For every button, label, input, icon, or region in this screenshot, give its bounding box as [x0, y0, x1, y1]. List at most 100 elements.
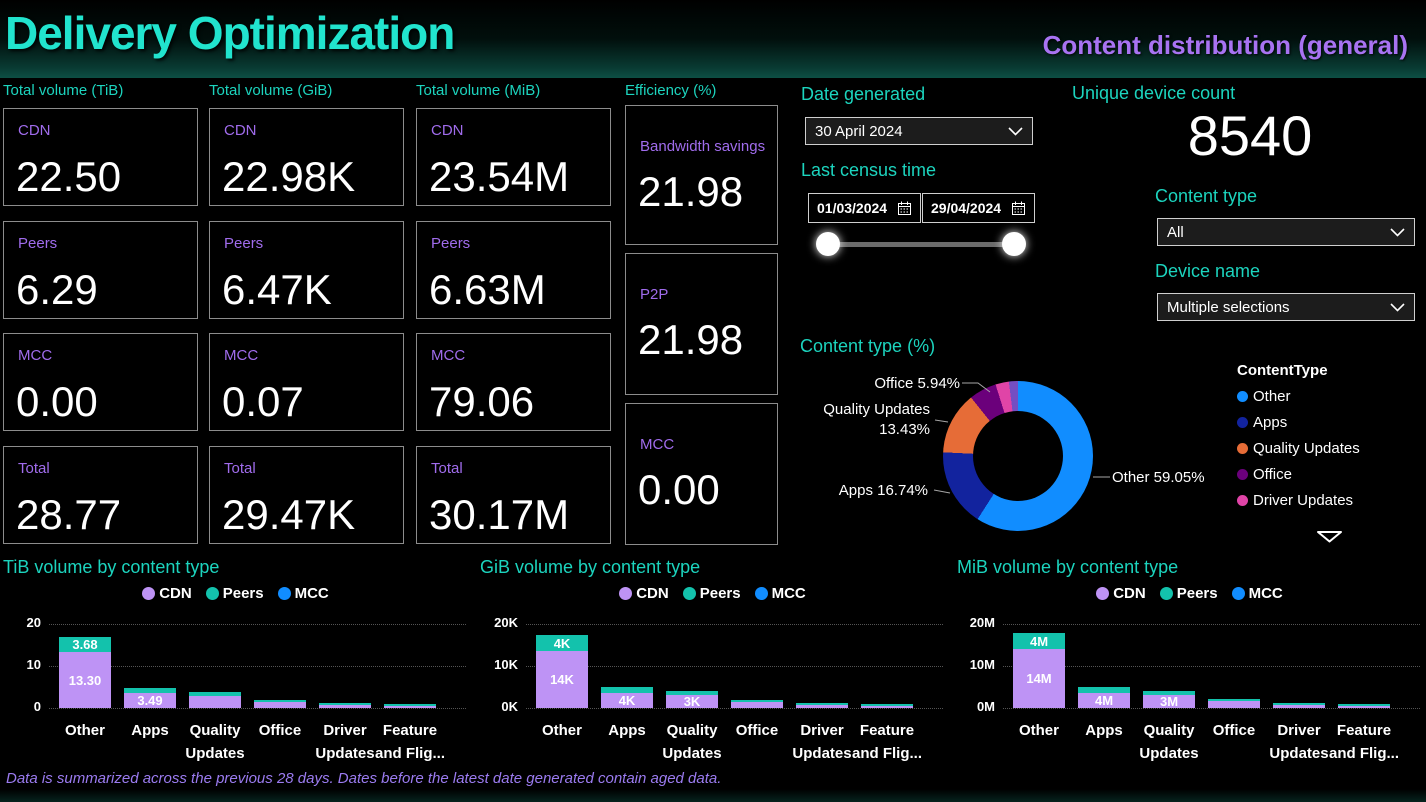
- category-label: Apps: [131, 722, 169, 739]
- bar-segment-peers[interactable]: [796, 703, 848, 705]
- bar-segment-cdn[interactable]: [601, 693, 653, 708]
- bar-segment-peers[interactable]: [1078, 687, 1130, 693]
- bar-segment-cdn[interactable]: [731, 702, 783, 708]
- legend-label: Apps: [1253, 414, 1288, 431]
- bar-segment-peers[interactable]: [536, 635, 588, 651]
- legend-expand-icon[interactable]: [1316, 529, 1343, 544]
- bar-segment-peers[interactable]: [666, 691, 718, 695]
- category-label: Other: [1018, 722, 1059, 739]
- bar-segment-cdn[interactable]: [319, 705, 371, 708]
- bar-segment-peers[interactable]: [601, 687, 653, 693]
- kpi-card: Total 30.17M: [416, 446, 611, 544]
- kpi-card-label: P2P: [640, 286, 669, 303]
- bar-segment-cdn[interactable]: [1078, 693, 1130, 708]
- bar-segment-peers[interactable]: [1338, 704, 1390, 706]
- legend-item[interactable]: CDN: [142, 585, 192, 602]
- kpi-card: MCC 0.07: [209, 333, 404, 431]
- legend-label: CDN: [1113, 585, 1146, 602]
- legend-item[interactable]: CDN: [619, 585, 669, 602]
- bar-segment-cdn[interactable]: [1273, 705, 1325, 708]
- legend-item[interactable]: MCC: [1231, 585, 1283, 602]
- date-range-slider-track[interactable]: [824, 242, 1018, 247]
- content-type-dropdown[interactable]: All: [1157, 218, 1415, 246]
- kpi-card: CDN 23.54M: [416, 108, 611, 206]
- kpi-column-title: Total volume (TiB): [3, 82, 124, 99]
- bar-segment-cdn[interactable]: [1143, 695, 1195, 708]
- kpi-card-value: 29.47K: [222, 491, 356, 538]
- slider-handle-end[interactable]: [1002, 232, 1026, 256]
- legend-item[interactable]: Peers: [1159, 585, 1218, 602]
- bar-segment-cdn[interactable]: [189, 696, 241, 708]
- bar-data-label: 4K: [553, 635, 571, 651]
- category-label: Driver Updates: [315, 722, 375, 763]
- y-axis-tick: 0: [33, 699, 41, 714]
- end-date-input[interactable]: 29/04/2024: [922, 193, 1035, 223]
- legend-label: MCC: [1248, 585, 1283, 602]
- kpi-card: MCC 79.06: [416, 333, 611, 431]
- bar-data-label: 13.30: [68, 672, 102, 688]
- legend-item[interactable]: Office: [1237, 466, 1423, 483]
- legend-item[interactable]: MCC: [277, 585, 329, 602]
- legend-item[interactable]: CDN: [1096, 585, 1146, 602]
- legend-item[interactable]: Driver Updates: [1237, 492, 1423, 509]
- y-axis-tick: 10M: [969, 657, 995, 672]
- bar-data-label: 3.49: [137, 693, 163, 708]
- donut-callout-apps: Apps 16.74%: [838, 482, 928, 499]
- bar-segment-peers[interactable]: [254, 700, 306, 702]
- date-generated-dropdown[interactable]: 30 April 2024: [805, 117, 1033, 145]
- bar-segment-peers[interactable]: [1208, 699, 1260, 701]
- bar-segment-peers[interactable]: [319, 703, 371, 705]
- bar-segment-peers[interactable]: [1273, 703, 1325, 705]
- last-census-label: Last census time: [801, 160, 937, 180]
- kpi-card-value: 6.29: [16, 266, 98, 313]
- bar-segment-peers[interactable]: [59, 637, 111, 652]
- category-label: Office: [735, 722, 779, 739]
- legend-item[interactable]: Peers: [205, 585, 264, 602]
- legend-item[interactable]: Other: [1237, 388, 1423, 405]
- legend-item[interactable]: Quality Updates: [1237, 440, 1423, 457]
- legend-dot: [619, 587, 633, 600]
- bar-segment-cdn[interactable]: [384, 706, 436, 708]
- bar-segment-cdn[interactable]: [666, 695, 718, 708]
- bar-segment-cdn[interactable]: [861, 706, 913, 708]
- bar-segment-cdn[interactable]: [796, 705, 848, 708]
- bar-segment-peers[interactable]: [1143, 691, 1195, 695]
- bar-segment-cdn[interactable]: [59, 652, 111, 708]
- legend-item[interactable]: Peers: [682, 585, 741, 602]
- category-label: Office: [1212, 722, 1256, 739]
- bar-segment-cdn[interactable]: [1208, 701, 1260, 708]
- kpi-card-value: 28.77: [16, 491, 122, 538]
- category-label: Driver Updates: [1269, 722, 1329, 763]
- kpi-card: Peers 6.63M: [416, 221, 611, 319]
- bar-segment-peers[interactable]: [1013, 633, 1065, 649]
- kpi-card-value: 0.00: [16, 378, 98, 425]
- kpi-card-label: MCC: [431, 347, 466, 364]
- bar-segment-cdn[interactable]: [1338, 706, 1390, 708]
- bar-data-label: 3K: [683, 694, 701, 709]
- bar-segment-cdn[interactable]: [1013, 649, 1065, 708]
- start-date-input[interactable]: 01/03/2024: [808, 193, 921, 223]
- legend-item[interactable]: MCC: [754, 585, 806, 602]
- kpi-card-value: 6.63M: [429, 266, 546, 313]
- device-name-dropdown[interactable]: Multiple selections: [1157, 293, 1415, 321]
- device-name-label: Device name: [1155, 261, 1261, 281]
- bar-chart-title: GiB volume by content type: [480, 557, 701, 577]
- category-label: Quality Updates: [1139, 722, 1199, 763]
- bar-segment-peers[interactable]: [384, 704, 436, 706]
- bar-segment-peers[interactable]: [731, 700, 783, 702]
- legend-label: Other: [1253, 388, 1291, 405]
- bar-segment-cdn[interactable]: [536, 651, 588, 708]
- kpi-card-label: CDN: [224, 122, 257, 139]
- kpi-card: Bandwidth savings 21.98: [625, 105, 778, 245]
- donut-callout-leader-lines: [933, 382, 1110, 494]
- legend-item[interactable]: Apps: [1237, 414, 1423, 431]
- slider-handle-start[interactable]: [816, 232, 840, 256]
- bar-segment-cdn[interactable]: [254, 702, 306, 708]
- kpi-card: Total 28.77: [3, 446, 198, 544]
- category-label: Feature and Flig...: [375, 722, 445, 763]
- bar-segment-cdn[interactable]: [124, 693, 176, 708]
- bar-segment-peers[interactable]: [861, 704, 913, 706]
- bar-segment-peers[interactable]: [124, 688, 176, 693]
- bar-segment-peers[interactable]: [189, 692, 241, 696]
- bar-data-label: 4M: [1029, 633, 1049, 649]
